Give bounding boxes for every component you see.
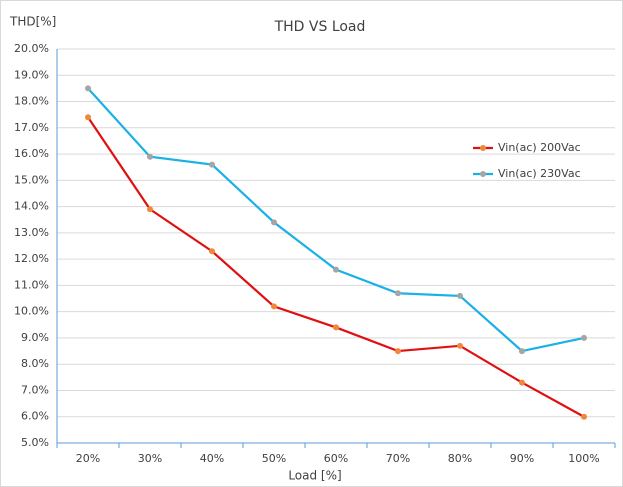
x-tick-label: 70% <box>386 452 410 465</box>
data-point <box>395 348 401 355</box>
x-tick-label: 50% <box>262 452 286 465</box>
data-point <box>581 334 587 341</box>
y-tick-label: 5.0% <box>21 436 49 449</box>
x-tick-label: 100% <box>568 452 599 465</box>
legend-marker <box>480 145 486 151</box>
y-tick-label: 19.0% <box>14 68 49 81</box>
x-tick-label: 20% <box>76 452 100 465</box>
y-tick-label: 11.0% <box>14 278 49 291</box>
legend-label: Vin(ac) 230Vac <box>498 167 581 180</box>
y-tick-label: 10.0% <box>14 305 49 318</box>
data-point <box>85 114 91 121</box>
x-tick-label: 30% <box>138 452 162 465</box>
y-tick-label: 12.0% <box>14 252 49 265</box>
y-tick-label: 6.0% <box>21 410 49 423</box>
y-tick-label: 8.0% <box>21 357 49 370</box>
y-tick-label: 16.0% <box>14 147 49 160</box>
data-point <box>457 292 463 299</box>
y-tick-label: 7.0% <box>21 383 49 396</box>
data-point <box>271 303 277 310</box>
data-point <box>85 85 91 92</box>
y-tick-label: 18.0% <box>14 95 49 108</box>
data-point <box>333 324 339 331</box>
data-point <box>209 161 215 168</box>
data-point <box>457 342 463 349</box>
data-point <box>147 153 153 160</box>
y-tick-label: 9.0% <box>21 331 49 344</box>
data-point <box>333 266 339 273</box>
data-point <box>519 379 525 386</box>
legend-marker <box>480 171 486 177</box>
x-tick-label: 90% <box>510 452 534 465</box>
y-tick-label: 14.0% <box>14 200 49 213</box>
chart-title: THD VS Load <box>274 19 366 35</box>
data-point <box>395 290 401 297</box>
x-axis-label: Load [%] <box>288 469 341 483</box>
y-tick-label: 17.0% <box>14 121 49 134</box>
data-point <box>519 348 525 355</box>
y-tick-label: 15.0% <box>14 173 49 186</box>
legend-label: Vin(ac) 200Vac <box>498 141 581 154</box>
data-point <box>581 413 587 420</box>
data-point <box>271 219 277 226</box>
x-tick-label: 60% <box>324 452 348 465</box>
x-tick-label: 80% <box>448 452 472 465</box>
data-point <box>147 206 153 213</box>
x-tick-label: 40% <box>200 452 224 465</box>
y-axis-label: THD[%] <box>9 15 56 29</box>
y-tick-label: 20.0% <box>14 42 49 55</box>
y-tick-label: 13.0% <box>14 226 49 239</box>
data-point <box>209 248 215 255</box>
